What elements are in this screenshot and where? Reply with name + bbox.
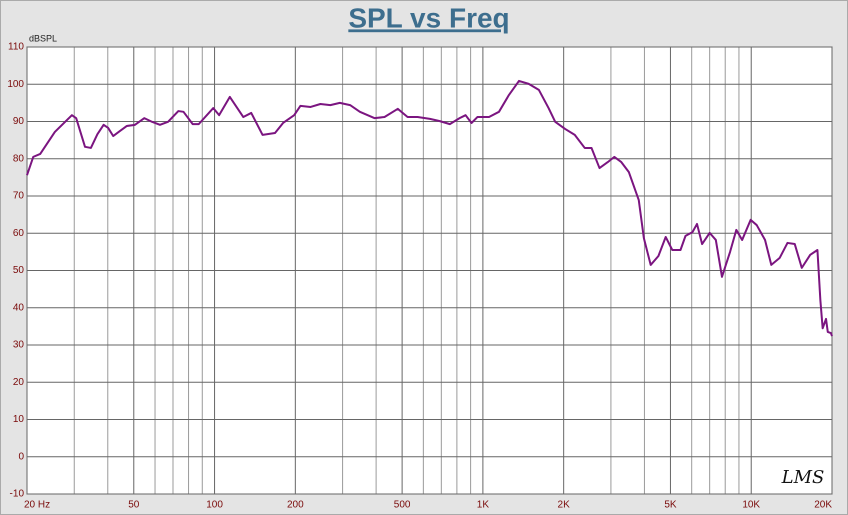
y-tick-label: -10 xyxy=(10,489,25,500)
x-tick-label: 500 xyxy=(394,500,411,511)
y-tick-label: 10 xyxy=(13,414,25,425)
y-tick-label: 100 xyxy=(7,79,24,90)
y-tick-label: 70 xyxy=(13,191,25,202)
chart-title: SPL vs Freq xyxy=(348,2,509,33)
y-tick-label: 20 xyxy=(13,377,25,388)
y-tick-label: 30 xyxy=(13,340,25,351)
x-tick-label: 20K xyxy=(814,500,832,511)
y-tick-label: 90 xyxy=(13,116,25,127)
spl-line xyxy=(26,79,833,337)
y-tick-label: 80 xyxy=(13,153,25,164)
x-tick-label: 100 xyxy=(206,500,223,511)
x-tick-label: 50 xyxy=(128,500,140,511)
x-tick-label: 200 xyxy=(287,500,304,511)
x-tick-label: 20 Hz xyxy=(24,500,50,511)
y-axis-label: dBSPL xyxy=(29,33,57,43)
y-tick-label: 40 xyxy=(13,302,25,313)
y-tick-label: 0 xyxy=(18,451,24,462)
y-tick-label: 60 xyxy=(13,228,25,239)
x-tick-label: 1K xyxy=(477,500,490,511)
y-tick-label: 110 xyxy=(8,42,24,53)
y-tick-label: 50 xyxy=(13,265,25,276)
x-tick-label: 2K xyxy=(558,500,571,511)
x-tick-label: 5K xyxy=(664,500,677,511)
x-tick-label: 10K xyxy=(742,500,760,511)
logo: LMS xyxy=(781,467,825,488)
